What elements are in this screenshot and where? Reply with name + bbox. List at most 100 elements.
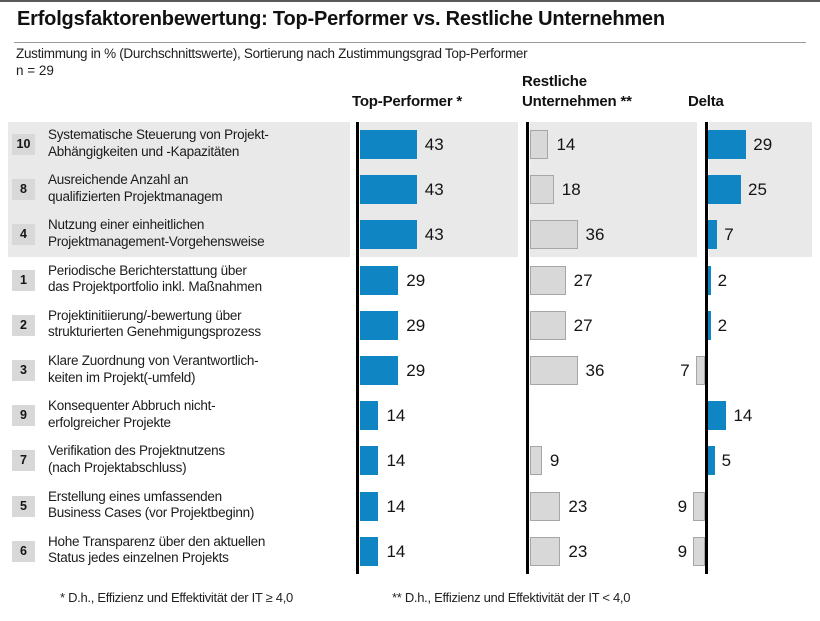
delta-value: 2 <box>717 315 728 335</box>
delta-value: 7 <box>724 225 734 245</box>
rank-badge: 8 <box>12 179 35 201</box>
restliche-bar <box>530 356 578 385</box>
factor-label-line: Ausreichende Anzahl an <box>48 172 189 188</box>
top-performer-bar <box>360 310 399 340</box>
title-divider <box>14 42 806 43</box>
rank-badge: 10 <box>12 134 35 155</box>
delta-value: 25 <box>748 180 767 200</box>
chart-subtitle: Zustimmung in % (Durchschnittswerte), So… <box>16 46 528 61</box>
restliche-value: 27 <box>573 270 593 290</box>
factor-label-line: Klare Zuordnung von Verantwortlich- <box>48 353 259 368</box>
restliche-value: 23 <box>568 496 588 516</box>
factor-label-line: erfolgreicher Projekte <box>48 414 171 430</box>
restliche-bar <box>530 220 578 250</box>
delta-value: 9 <box>677 541 688 561</box>
restliche-axis <box>526 122 529 574</box>
factor-label-line: Abhängigkeiten und -Kapazitäten <box>48 143 240 159</box>
delta-bar-positive <box>708 310 711 340</box>
top-performer-value: 14 <box>386 496 406 516</box>
restliche-value: 36 <box>585 225 605 245</box>
rank-badge: 2 <box>12 314 35 336</box>
delta-bar-negative <box>693 536 705 566</box>
factor-label-line: Systematische Steuerung von Projekt- <box>48 127 269 142</box>
top-performer-bar <box>360 175 417 205</box>
factor-label-line: Nutzung einer einheitlichen <box>48 217 205 233</box>
top-performer-bar <box>360 446 379 476</box>
factor-label: Nutzung einer einheitlichen Projektmanage… <box>48 217 353 250</box>
rank-badge: 5 <box>12 495 35 517</box>
bar-chart: 10 Systematische Steuerung von Projekt- Ab… <box>0 122 820 575</box>
delta-value: 2 <box>717 270 728 290</box>
factor-label: Erstellung eines umfassenden Business Cas… <box>48 489 353 522</box>
restliche-bar <box>530 446 542 476</box>
factor-label: Ausreichende Anzahl an qualifizierten Pro… <box>48 172 353 205</box>
factor-label: Konsequenter Abbruch nicht-erfolgreicher… <box>48 398 353 431</box>
factor-label: Verifikation des Projektnutzens (nach Pro… <box>48 443 353 476</box>
rank-badge: 1 <box>12 269 35 291</box>
column-header-restliche-line2: Unternehmen ** <box>522 93 632 110</box>
factor-label-line: strukturierten Genehmigungsprozess <box>48 324 261 340</box>
footnote-restliche: ** D.h., Effizienz und Effektivität der … <box>392 590 631 605</box>
column-header-restliche-line1: Restliche <box>522 73 587 90</box>
top-performer-value: 14 <box>386 406 406 426</box>
top-performer-bar <box>360 356 399 385</box>
restliche-bar <box>530 536 561 566</box>
restliche-bar <box>530 265 566 295</box>
delta-bar-positive <box>708 175 741 205</box>
top-performer-value: 29 <box>406 315 426 335</box>
rank-badge: 4 <box>12 224 35 246</box>
factor-label: Hohe Transparenz über den aktuellen Statu… <box>48 534 353 567</box>
factor-label: Projektinitiierung/-bewertung über strukt… <box>48 308 353 341</box>
factor-label-line: Verifikation des Projektnutzens <box>48 443 225 459</box>
delta-bar-negative <box>693 491 705 521</box>
delta-value: 29 <box>753 135 773 154</box>
delta-value: 7 <box>680 361 690 380</box>
factor-label: Systematische Steuerung von Projekt- Abhä… <box>48 127 353 160</box>
factor-label-line: Projektinitiierung/-bewertung über <box>48 307 242 323</box>
top-performer-axis <box>356 122 359 574</box>
page-title: Erfolgsfaktorenbewertung: Top-Performer … <box>17 8 665 30</box>
factor-label-line: (nach Projektabschluss) <box>48 459 187 475</box>
restliche-bar <box>530 175 554 205</box>
restliche-value: 23 <box>568 541 588 561</box>
top-performer-bar <box>360 536 379 566</box>
top-performer-value: 43 <box>424 225 444 245</box>
column-header-delta: Delta <box>688 93 724 110</box>
factor-label-line: Konsequenter Abbruch nicht- <box>48 398 216 414</box>
delta-value: 5 <box>721 451 732 471</box>
window-top-edge <box>0 0 820 2</box>
factor-label: Klare Zuordnung von Verantwortlich-keite… <box>48 353 353 386</box>
top-performer-bar <box>360 220 417 250</box>
top-performer-value: 29 <box>406 270 426 290</box>
restliche-value: 27 <box>573 315 593 335</box>
top-performer-bar <box>360 265 399 295</box>
factor-label-line: Erstellung eines umfassenden <box>48 488 222 504</box>
delta-bar-positive <box>708 401 727 431</box>
restliche-value: 14 <box>556 135 576 154</box>
delta-bar-positive <box>708 220 718 250</box>
restliche-value: 36 <box>585 361 605 380</box>
restliche-bar <box>530 310 566 340</box>
highlight-stripe-segment <box>8 122 350 257</box>
top-performer-value: 14 <box>386 541 406 561</box>
restliche-value: 18 <box>561 180 581 200</box>
delta-bar-negative <box>695 356 705 385</box>
delta-bar-positive <box>708 446 715 476</box>
factor-label: Periodische Berichterstattung über das Pr… <box>48 263 353 296</box>
sample-size: n = 29 <box>16 63 54 78</box>
top-performer-bar <box>360 130 417 159</box>
restliche-bar <box>530 130 549 159</box>
top-performer-bar <box>360 491 379 521</box>
factor-label-line: Business Cases (vor Projektbeginn) <box>48 505 255 521</box>
factor-label-line: Projektmanagement-Vorgehensweise <box>48 233 265 249</box>
rank-badge: 9 <box>12 405 35 427</box>
column-header-top-performer: Top-Performer * <box>352 93 463 110</box>
restliche-bar <box>530 491 561 521</box>
factor-label-line: Periodische Berichterstattung über <box>48 262 247 278</box>
factor-label-line: Hohe Transparenz über den aktuellen <box>48 533 266 549</box>
delta-bar-positive <box>708 130 747 159</box>
factor-label-line: qualifizierten Projektmanagem <box>48 188 223 204</box>
rank-badge: 3 <box>12 360 35 381</box>
top-performer-value: 43 <box>424 180 444 200</box>
